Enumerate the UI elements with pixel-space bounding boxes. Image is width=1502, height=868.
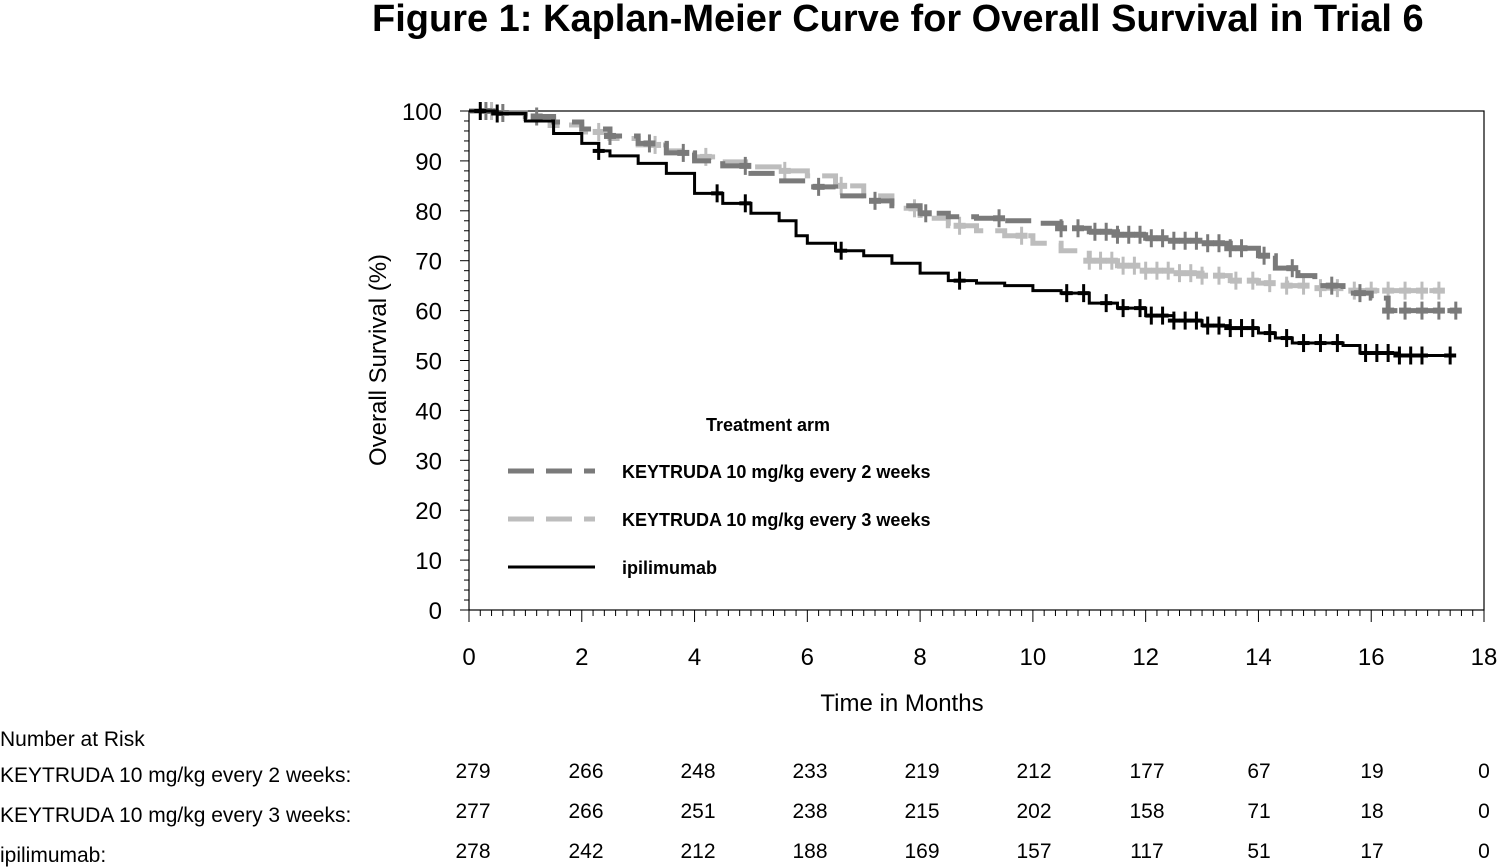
risk-count: 277 [455, 800, 491, 823]
y-tick-label: 20 [415, 498, 442, 525]
y-tick-label: 90 [415, 149, 442, 176]
risk-count: 278 [455, 840, 491, 863]
risk-count: 266 [568, 760, 604, 783]
x-tick-label: 6 [801, 644, 814, 671]
y-tick-label: 80 [415, 199, 442, 226]
x-axis-label: Time in Months [820, 690, 983, 717]
risk-count: 248 [680, 760, 716, 783]
risk-count: 215 [904, 800, 940, 823]
risk-count: 212 [1016, 760, 1052, 783]
y-axis: 0 10 20 30 40 50 60 70 80 90 100 [402, 99, 469, 625]
x-tick-label: 2 [575, 644, 588, 671]
risk-count: 177 [1129, 760, 1165, 783]
risk-row-label: KEYTRUDA 10 mg/kg every 3 weeks: [0, 804, 352, 827]
chart-title: Figure 1: Kaplan-Meier Curve for Overall… [372, 0, 1424, 40]
legend-label: KEYTRUDA 10 mg/kg every 2 weeks [622, 462, 930, 482]
risk-count: 242 [568, 840, 604, 863]
risk-count: 251 [680, 800, 716, 823]
risk-count: 266 [568, 800, 604, 823]
y-tick-label: 10 [415, 548, 442, 575]
y-tick-label: 60 [415, 299, 442, 326]
x-tick-label: 16 [1358, 644, 1385, 671]
x-tick-label: 0 [462, 644, 475, 671]
risk-row-label: ipilimumab: [0, 844, 107, 867]
risk-count: 0 [1478, 840, 1490, 863]
x-tick-label: 8 [913, 644, 926, 671]
legend-label: ipilimumab [622, 558, 717, 578]
risk-count: 0 [1478, 800, 1490, 823]
survival-line [469, 108, 1456, 314]
y-tick-label: 40 [415, 398, 442, 425]
x-tick-label: 4 [688, 644, 701, 671]
risk-count: 67 [1247, 760, 1271, 783]
risk-count: 238 [792, 800, 828, 823]
y-tick-label: 50 [415, 349, 442, 376]
risk-row-label: KEYTRUDA 10 mg/kg every 2 weeks: [0, 764, 352, 787]
risk-count: 169 [904, 840, 940, 863]
survival-curves [469, 102, 1462, 365]
x-tick-label: 10 [1020, 644, 1047, 671]
risk-count: 202 [1016, 800, 1052, 823]
curve-group [469, 102, 1457, 365]
risk-count: 212 [680, 840, 716, 863]
x-tick-label: 12 [1132, 644, 1159, 671]
plot-frame [468, 110, 1485, 611]
curve-group [469, 102, 1445, 300]
risk-count: 219 [904, 760, 940, 783]
survival-line [469, 109, 1451, 358]
risk-count: 117 [1130, 840, 1164, 863]
risk-count: 158 [1129, 800, 1165, 823]
km-chart: 0 10 20 30 40 50 60 70 80 90 100 0 2 4 6 8 10 12 14 16 18 O… [365, 99, 1497, 717]
x-tick-label: 14 [1245, 644, 1272, 671]
y-tick-label: 100 [402, 99, 442, 126]
risk-count: 188 [792, 840, 828, 863]
risk-count: 157 [1016, 840, 1052, 863]
risk-table-header: Number at Risk [0, 728, 145, 751]
x-axis: 0 2 4 6 8 10 12 14 16 18 [462, 610, 1497, 671]
risk-count: 18 [1360, 800, 1384, 823]
curve-group [469, 102, 1462, 320]
risk-count: 279 [455, 760, 491, 783]
risk-count: 19 [1360, 760, 1384, 783]
y-tick-label: 30 [415, 448, 442, 475]
risk-count: 51 [1247, 840, 1271, 863]
risk-count: 71 [1247, 800, 1271, 823]
y-axis-label: Overall Survival (%) [365, 254, 392, 466]
risk-count: 233 [792, 760, 828, 783]
y-tick-label: 0 [429, 598, 442, 625]
legend-title: Treatment arm [706, 415, 830, 435]
x-tick-label: 18 [1471, 644, 1498, 671]
y-tick-label: 70 [415, 249, 442, 276]
risk-count: 17 [1360, 840, 1384, 863]
risk-count: 0 [1478, 760, 1490, 783]
legend-label: KEYTRUDA 10 mg/kg every 3 weeks [622, 510, 930, 530]
legend: Treatment arm KEYTRUDA 10 mg/kg every 2 … [508, 415, 930, 578]
plot-border [468, 110, 1485, 611]
